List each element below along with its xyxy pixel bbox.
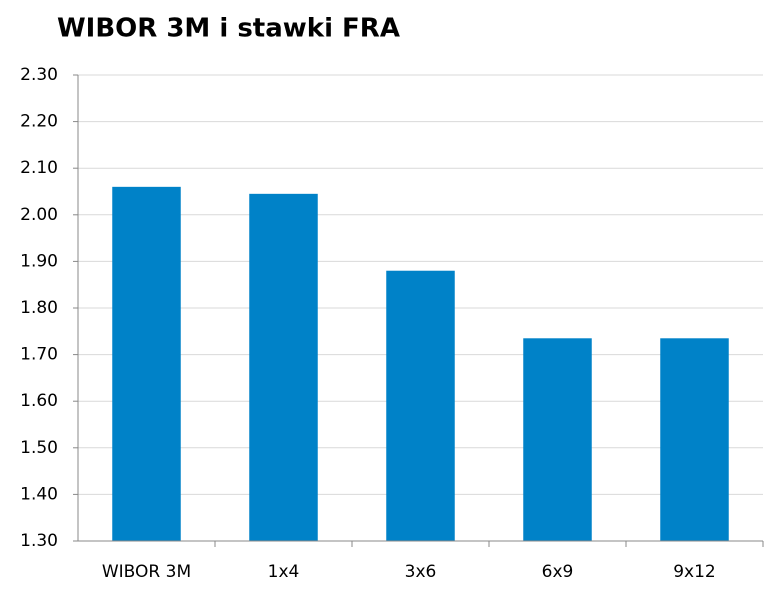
chart-title: WIBOR 3M i stawki FRA (57, 14, 400, 44)
bar (249, 193, 318, 541)
x-tick-label: 3x6 (405, 562, 437, 582)
x-tick-label: WIBOR 3M (102, 562, 191, 582)
bar (523, 338, 592, 541)
y-tick-label: 1.40 (20, 484, 58, 504)
y-tick-label: 1.70 (20, 345, 58, 365)
bar (660, 338, 729, 541)
y-tick-label: 2.10 (20, 158, 58, 178)
bar (386, 270, 455, 541)
y-tick-label: 2.20 (20, 112, 58, 132)
y-tick-label: 1.30 (20, 531, 58, 551)
y-tick-label: 1.80 (20, 298, 58, 318)
x-tick-label: 6x9 (542, 562, 574, 582)
x-tick-label: 1x4 (268, 562, 300, 582)
bar (112, 186, 181, 541)
y-tick-label: 1.90 (20, 251, 58, 271)
y-tick-label: 1.50 (20, 438, 58, 458)
x-tick-label: 9x12 (673, 562, 716, 582)
y-tick-label: 2.30 (20, 65, 58, 85)
y-tick-label: 1.60 (20, 391, 58, 411)
y-tick-label: 2.00 (20, 205, 58, 225)
